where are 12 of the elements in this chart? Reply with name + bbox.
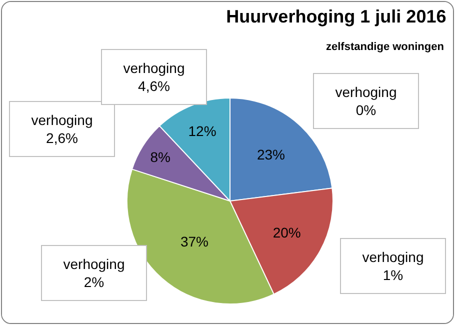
slice-label: verhoging 4,6% <box>123 60 185 94</box>
slice-label: verhoging 2% <box>63 256 125 290</box>
data-label: 8% <box>150 148 170 165</box>
data-label: 12% <box>188 123 216 139</box>
data-label: 37% <box>180 233 208 250</box>
data-label: 20% <box>272 224 301 240</box>
slice-label: verhoging 1% <box>362 249 424 284</box>
data-label: 23% <box>256 146 286 162</box>
slice-label: verhoging 2,6% <box>31 112 93 146</box>
slice-label: verhoging 0% <box>335 84 397 118</box>
chart-subtitle: zelfstandige woningen <box>326 41 444 53</box>
chart-title: Huurverhoging 1 juli 2016 <box>226 6 446 27</box>
